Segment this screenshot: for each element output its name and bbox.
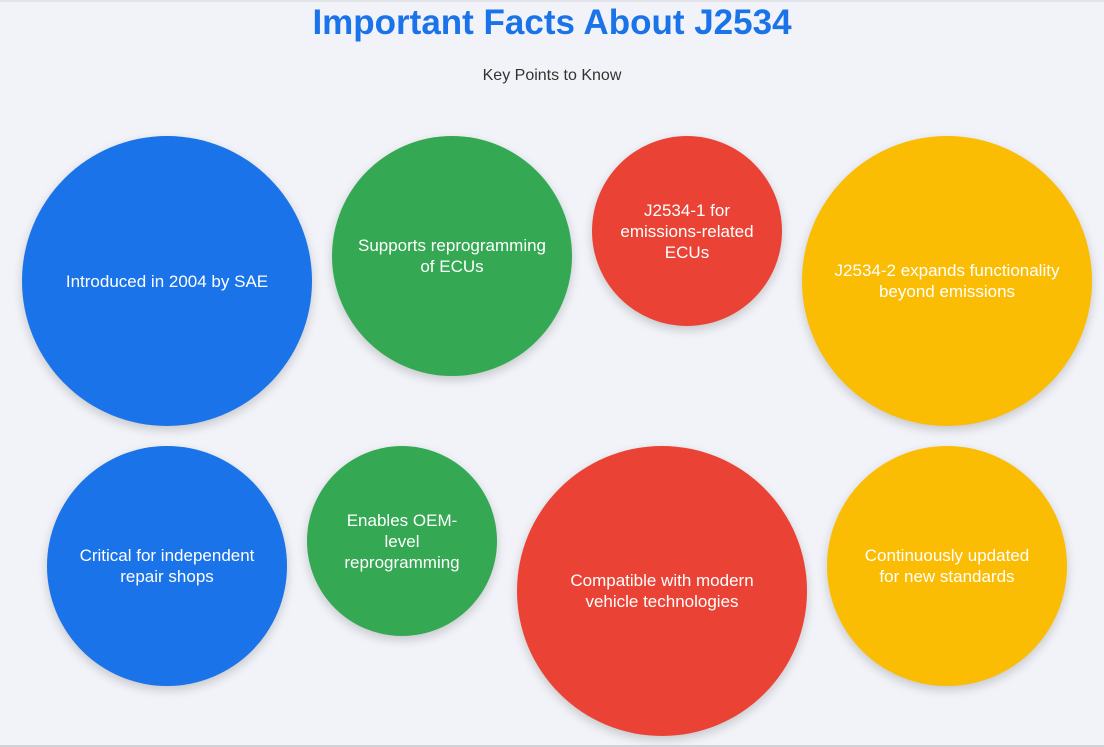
- page-title: Important Facts About J2534: [312, 3, 792, 42]
- top-divider: [0, 0, 1104, 2]
- fact-bubble-j2534-2: J2534-2 expands functionality beyond emi…: [802, 136, 1092, 426]
- fact-bubble-updated: Continuously updated for new standards: [827, 446, 1067, 686]
- fact-bubble-reprogramming: Supports reprogramming of ECUs: [332, 136, 572, 376]
- fact-text: Introduced in 2004 by SAE: [65, 271, 269, 291]
- fact-text: J2534-2 expands functionality beyond emi…: [834, 261, 1060, 301]
- bottom-divider: [0, 745, 1104, 747]
- fact-text: Critical for independent repair shops: [79, 546, 255, 586]
- fact-bubble-repair-shops: Critical for independent repair shops: [47, 446, 287, 686]
- fact-bubble-oem-level: Enables OEM-level reprogramming: [307, 446, 497, 636]
- fact-bubble-j2534-1: J2534-1 for emissions-related ECUs: [592, 136, 782, 326]
- fact-text: Enables OEM-level reprogramming: [344, 510, 460, 572]
- fact-bubble-compatible: Compatible with modern vehicle technolog…: [517, 446, 807, 736]
- fact-text: Compatible with modern vehicle technolog…: [570, 571, 754, 611]
- fact-text: J2534-1 for emissions-related ECUs: [620, 200, 754, 262]
- page-subtitle: Key Points to Know: [482, 67, 622, 84]
- fact-text: Supports reprogramming of ECUs: [357, 236, 547, 276]
- fact-text: Continuously updated for new standards: [864, 546, 1030, 586]
- fact-bubble-introduced: Introduced in 2004 by SAE: [22, 136, 312, 426]
